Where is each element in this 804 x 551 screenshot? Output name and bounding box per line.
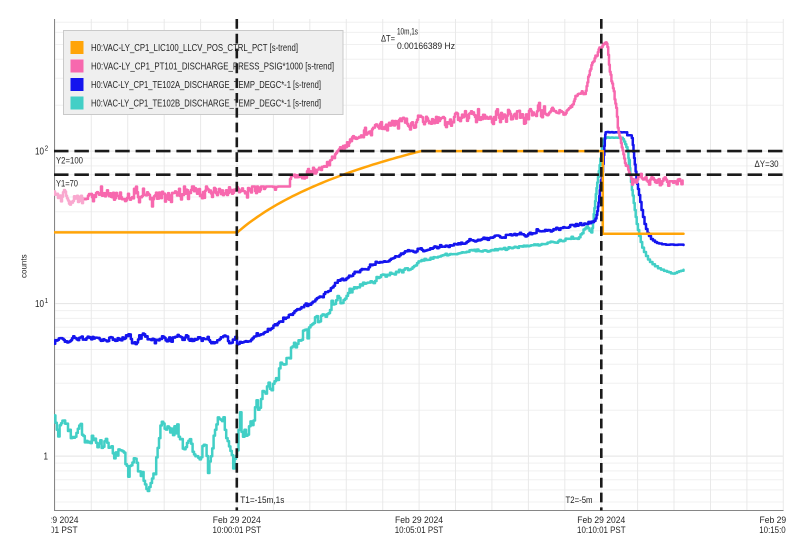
svg-text:10:05:01 PST: 10:05:01 PST bbox=[395, 525, 444, 536]
svg-text:Feb 29 2024: Feb 29 2024 bbox=[213, 515, 261, 526]
svg-text:Feb 29 2024: Feb 29 2024 bbox=[31, 515, 79, 526]
svg-text:1: 1 bbox=[45, 298, 49, 305]
svg-text:counts: counts bbox=[20, 254, 29, 278]
svg-text:H0:VAC-LY_CP1_TE102A_DISCHARGE: H0:VAC-LY_CP1_TE102A_DISCHARGE_TEMP_DEGC… bbox=[91, 79, 321, 91]
svg-text:H0:VAC-LY_CP1_PT101_DISCHARGE_: H0:VAC-LY_CP1_PT101_DISCHARGE_PRESS_PSIG… bbox=[91, 61, 334, 73]
svg-text:9:55:01 PST: 9:55:01 PST bbox=[32, 525, 78, 536]
svg-text:2: 2 bbox=[45, 146, 49, 153]
svg-text:T2=-5m: T2=-5m bbox=[566, 495, 593, 506]
svg-text:Feb 29 2024: Feb 29 2024 bbox=[760, 515, 804, 526]
svg-text:ΔY=30: ΔY=30 bbox=[755, 159, 779, 170]
svg-text:10: 10 bbox=[35, 147, 44, 158]
svg-text:Y1=70: Y1=70 bbox=[56, 179, 78, 190]
svg-text:10:15:01 PST: 10:15:01 PST bbox=[759, 525, 804, 536]
svg-text:H0:VAC-LY_CP1_LIC100_LLCV_POS_: H0:VAC-LY_CP1_LIC100_LLCV_POS_CTRL_PCT [… bbox=[91, 42, 298, 54]
svg-text:H0:VAC-LY_CP1_TE102B_DISCHARGE: H0:VAC-LY_CP1_TE102B_DISCHARGE_TEMP_DEGC… bbox=[91, 98, 321, 110]
svg-text:Feb 29 2024: Feb 29 2024 bbox=[577, 515, 625, 526]
svg-text:1: 1 bbox=[44, 452, 49, 463]
svg-text:T1=-15m,1s: T1=-15m,1s bbox=[240, 495, 284, 506]
svg-text:10:00:01 PST: 10:00:01 PST bbox=[213, 525, 262, 536]
svg-text:10: 10 bbox=[35, 299, 44, 310]
svg-text:10m,1s: 10m,1s bbox=[397, 27, 418, 38]
svg-text:10:10:01 PST: 10:10:01 PST bbox=[577, 525, 626, 536]
svg-text:ΔT=: ΔT= bbox=[381, 34, 395, 45]
svg-text:Y2=100: Y2=100 bbox=[56, 156, 83, 167]
svg-text:0.00166389 Hz: 0.00166389 Hz bbox=[397, 41, 455, 52]
svg-text:Feb 29 2024: Feb 29 2024 bbox=[395, 515, 443, 526]
